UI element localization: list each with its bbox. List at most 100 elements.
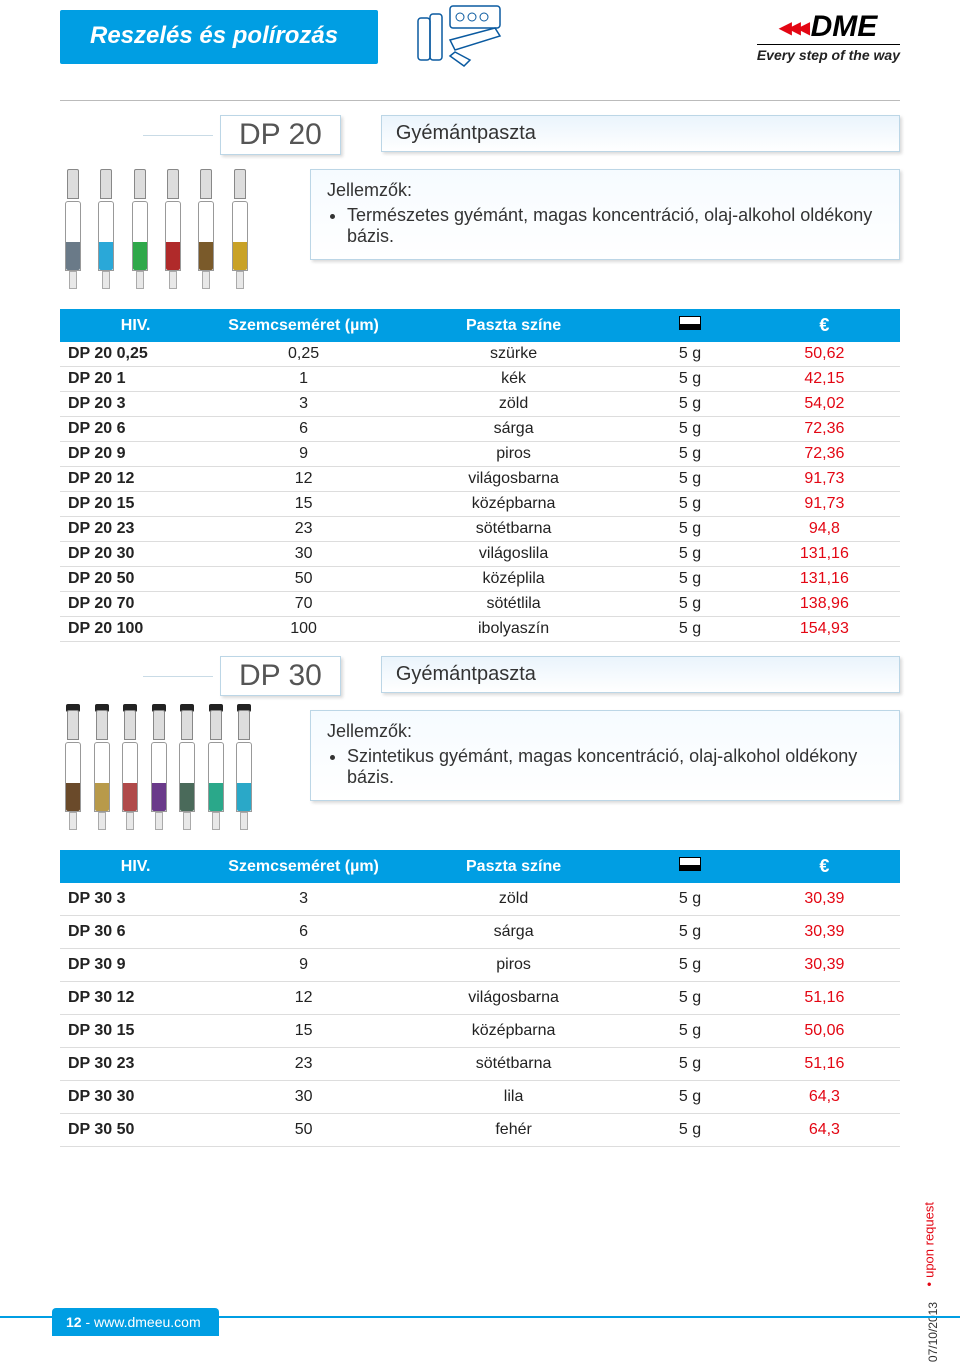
- price-table: HIV.Szemcseméret (µm)Paszta színe€DP 20 …: [60, 309, 900, 642]
- table-cell: 5 g: [631, 342, 749, 367]
- table-cell: 91,73: [749, 492, 900, 517]
- table-cell: sötétbarna: [396, 517, 631, 542]
- table-cell: 100: [211, 617, 396, 642]
- table-cell: világoslila: [396, 542, 631, 567]
- table-cell: középbarna: [396, 492, 631, 517]
- table-cell: 70: [211, 592, 396, 617]
- table-cell: 5 g: [631, 617, 749, 642]
- page-number: 12: [66, 1314, 82, 1330]
- table-cell: 50: [211, 567, 396, 592]
- header: Reszelés és polírozás ◂◂◂ DME Every step…: [0, 0, 960, 100]
- table-cell: 30,39: [749, 916, 900, 949]
- table-row: DP 20 2323sötétbarna5 g94,8: [60, 517, 900, 542]
- table-cell: 5 g: [631, 567, 749, 592]
- category-tab: Reszelés és polírozás: [60, 10, 378, 64]
- table-row: DP 30 33zöld5 g30,39: [60, 883, 900, 916]
- table-cell: 5 g: [631, 492, 749, 517]
- product-title: Gyémántpaszta: [381, 115, 900, 152]
- table-header: Szemcseméret (µm): [211, 309, 396, 342]
- table-row: DP 20 0,250,25szürke5 g50,62: [60, 342, 900, 367]
- table-cell: DP 20 0,25: [60, 342, 211, 367]
- tools-icon: [400, 0, 520, 70]
- table-cell: 51,16: [749, 1048, 900, 1081]
- table-cell: DP 30 23: [60, 1048, 211, 1081]
- table-row: DP 20 99piros5 g72,36: [60, 442, 900, 467]
- logo-tagline: Every step of the way: [757, 44, 900, 63]
- product-section: DP 30 Gyémántpaszta Jellemzők:Szintetikus …: [0, 642, 960, 1147]
- table-row: DP 30 2323sötétbarna5 g51,16: [60, 1048, 900, 1081]
- table-cell: 51,16: [749, 982, 900, 1015]
- table-header: [631, 309, 749, 342]
- table-cell: 72,36: [749, 442, 900, 467]
- table-cell: 50: [211, 1114, 396, 1147]
- table-row: DP 30 1212világosbarna5 g51,16: [60, 982, 900, 1015]
- table-cell: ibolyaszín: [396, 617, 631, 642]
- table-cell: 5 g: [631, 1015, 749, 1048]
- table-header: €: [749, 850, 900, 883]
- table-cell: DP 20 6: [60, 417, 211, 442]
- product-code: DP 30: [220, 656, 341, 696]
- table-cell: 5 g: [631, 467, 749, 492]
- table-cell: 154,93: [749, 617, 900, 642]
- price-table: HIV.Szemcseméret (µm)Paszta színe€DP 30 …: [60, 850, 900, 1147]
- weight-icon: [679, 857, 701, 871]
- table-cell: 54,02: [749, 392, 900, 417]
- table-cell: DP 30 9: [60, 949, 211, 982]
- table-cell: 91,73: [749, 467, 900, 492]
- table-cell: 5 g: [631, 949, 749, 982]
- table-cell: 5 g: [631, 542, 749, 567]
- table-cell: piros: [396, 442, 631, 467]
- table-cell: DP 20 50: [60, 567, 211, 592]
- footer: 12 - www.dmeeu.com: [0, 1316, 960, 1344]
- table-cell: 5 g: [631, 982, 749, 1015]
- table-cell: 6: [211, 916, 396, 949]
- table-cell: középlila: [396, 567, 631, 592]
- table-row: DP 20 33zöld5 g54,02: [60, 392, 900, 417]
- table-cell: 64,3: [749, 1081, 900, 1114]
- table-cell: DP 20 70: [60, 592, 211, 617]
- logo-text: DME: [811, 10, 878, 44]
- table-row: DP 30 66sárga5 g30,39: [60, 916, 900, 949]
- table-cell: 0,25: [211, 342, 396, 367]
- table-row: DP 30 99piros5 g30,39: [60, 949, 900, 982]
- table-cell: zöld: [396, 392, 631, 417]
- table-row: DP 20 100100ibolyaszín5 g154,93: [60, 617, 900, 642]
- table-cell: sötétlila: [396, 592, 631, 617]
- table-header: Paszta színe: [396, 309, 631, 342]
- table-cell: kék: [396, 367, 631, 392]
- table-row: DP 30 5050fehér5 g64,3: [60, 1114, 900, 1147]
- table-header: HIV.: [60, 850, 211, 883]
- features-heading: Jellemzők:: [327, 721, 883, 742]
- table-cell: sárga: [396, 417, 631, 442]
- table-row: DP 30 1515középbarna5 g50,06: [60, 1015, 900, 1048]
- table-cell: DP 20 100: [60, 617, 211, 642]
- table-cell: 5 g: [631, 367, 749, 392]
- table-cell: DP 30 15: [60, 1015, 211, 1048]
- table-cell: 12: [211, 982, 396, 1015]
- features-heading: Jellemzők:: [327, 180, 883, 201]
- table-cell: világosbarna: [396, 982, 631, 1015]
- table-cell: 23: [211, 1048, 396, 1081]
- table-row: DP 20 5050középlila5 g131,16: [60, 567, 900, 592]
- table-cell: 50,06: [749, 1015, 900, 1048]
- table-cell: piros: [396, 949, 631, 982]
- product-title: Gyémántpaszta: [381, 656, 900, 693]
- table-cell: 5 g: [631, 592, 749, 617]
- table-cell: 131,16: [749, 567, 900, 592]
- table-cell: DP 30 12: [60, 982, 211, 1015]
- table-cell: 131,16: [749, 542, 900, 567]
- table-cell: 5 g: [631, 1081, 749, 1114]
- table-cell: 30: [211, 1081, 396, 1114]
- table-cell: DP 20 15: [60, 492, 211, 517]
- table-cell: 5 g: [631, 392, 749, 417]
- table-cell: 6: [211, 417, 396, 442]
- features-box: Jellemzők:Szintetikus gyémánt, magas kon…: [310, 710, 900, 801]
- table-cell: 12: [211, 467, 396, 492]
- table-cell: 5 g: [631, 883, 749, 916]
- footer-url: www.dmeeu.com: [94, 1314, 201, 1330]
- feature-item: Természetes gyémánt, magas koncentráció,…: [347, 205, 883, 247]
- table-cell: DP 20 9: [60, 442, 211, 467]
- table-header: [631, 850, 749, 883]
- table-cell: világosbarna: [396, 467, 631, 492]
- table-cell: 9: [211, 442, 396, 467]
